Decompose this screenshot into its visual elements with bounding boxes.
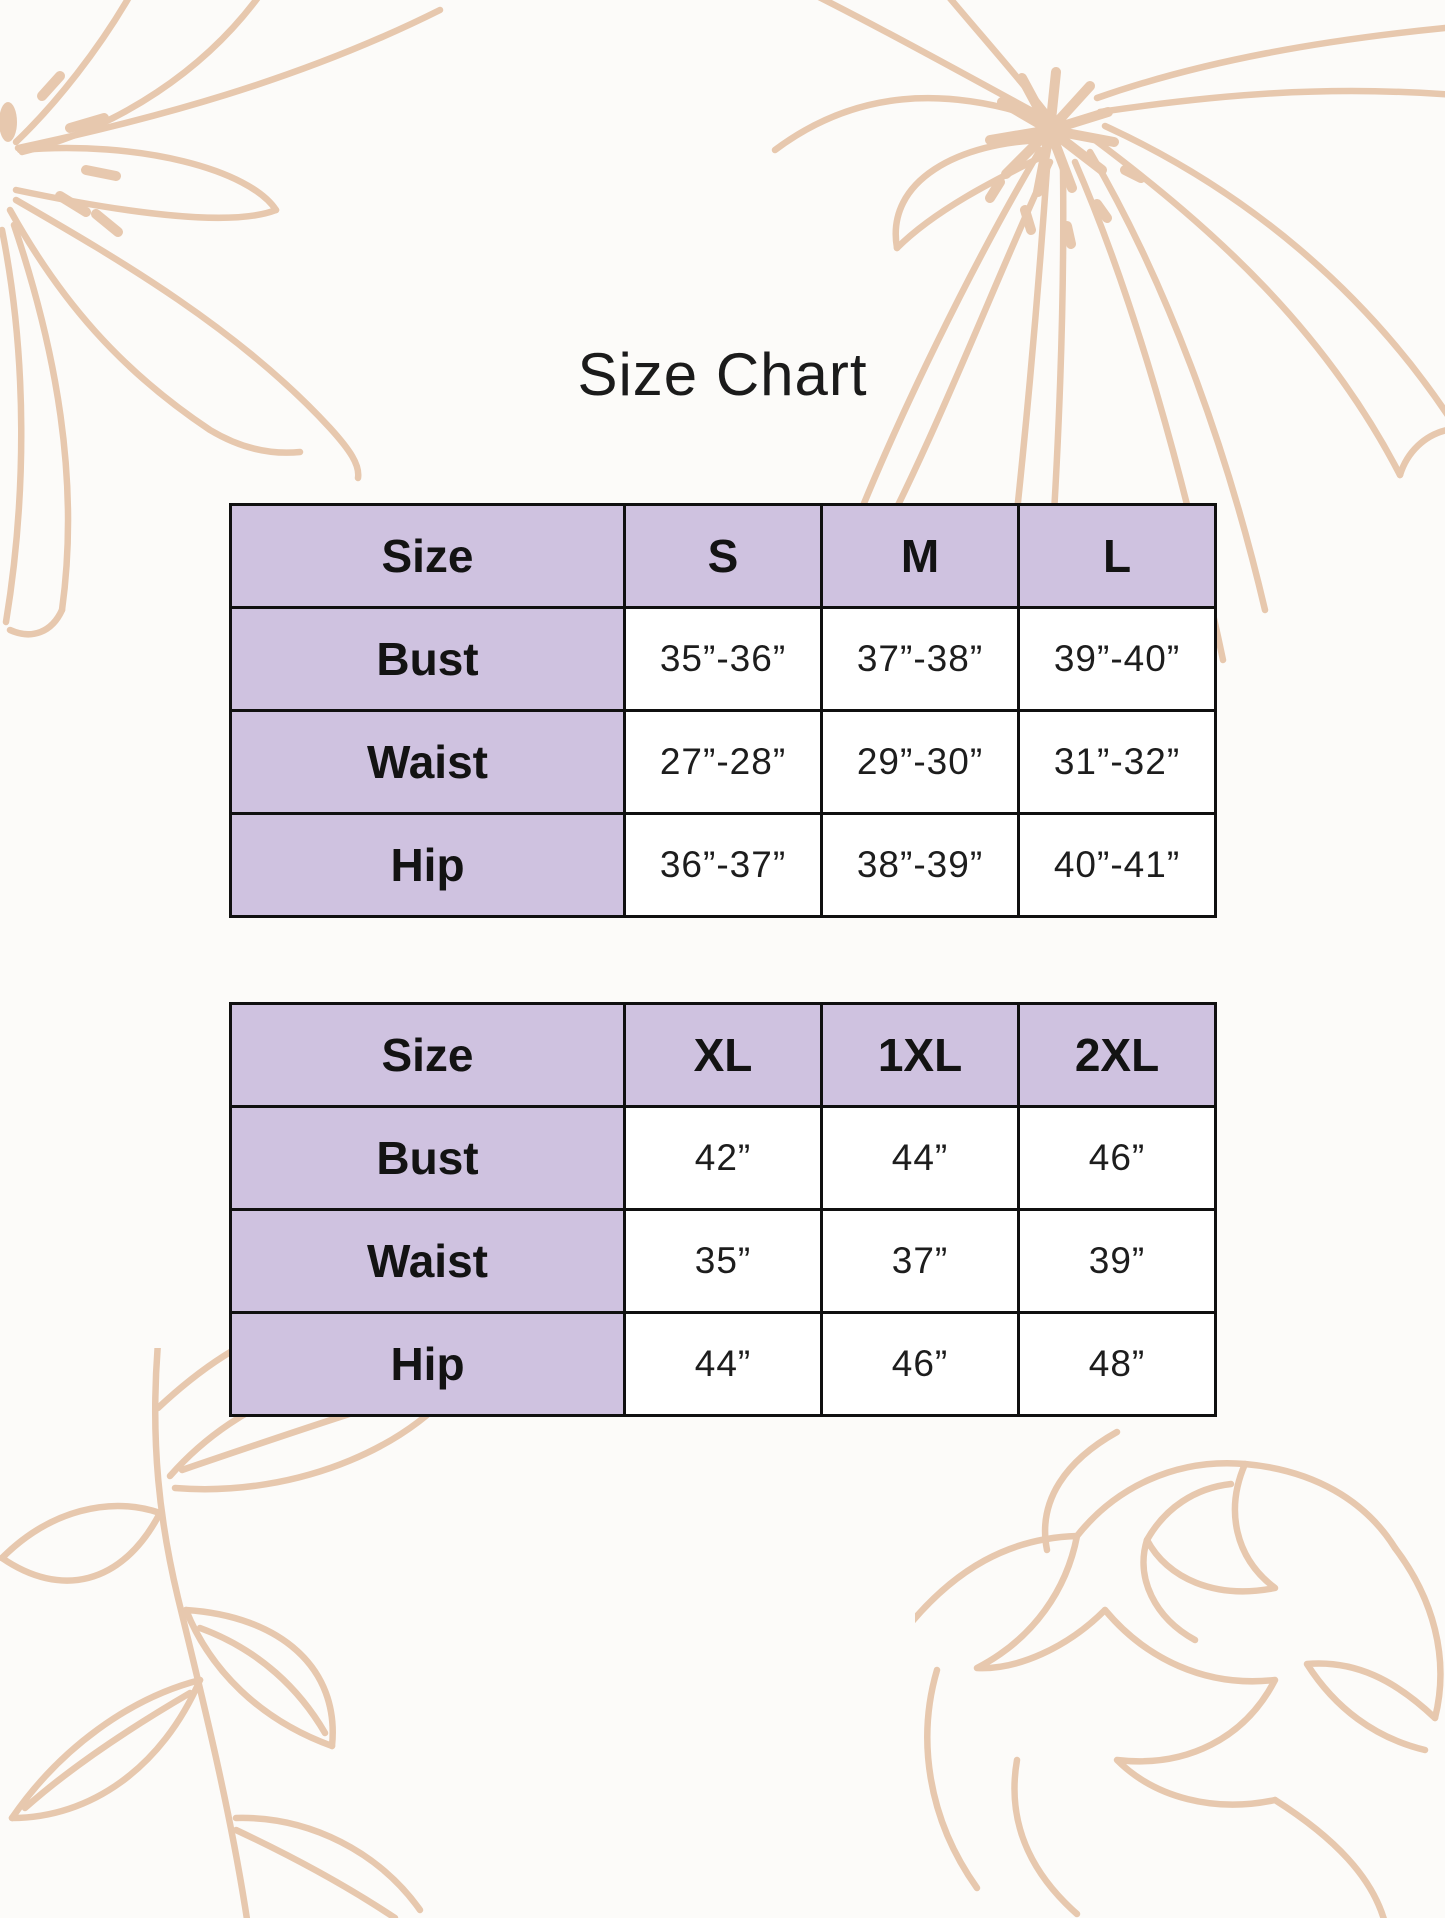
table-row-bust: Bust 42” 44” 46” bbox=[229, 1105, 1217, 1211]
cell-waist-xl: 35” bbox=[623, 1208, 823, 1314]
cell-bust-2xl: 46” bbox=[1017, 1105, 1217, 1211]
cell-bust-xl: 42” bbox=[623, 1105, 823, 1211]
table-header-row: Size S M L bbox=[229, 503, 1217, 609]
row-label-bust: Bust bbox=[229, 1105, 626, 1211]
rose-bottom-right-illustration bbox=[915, 1428, 1444, 1918]
cell-waist-2xl: 39” bbox=[1017, 1208, 1217, 1314]
page-title: Size Chart bbox=[577, 341, 868, 408]
header-cell-size: Size bbox=[229, 503, 626, 609]
header-cell-2xl: 2XL bbox=[1017, 1002, 1217, 1108]
branch-bottom-left-illustration bbox=[0, 1348, 469, 1918]
row-label-waist: Waist bbox=[229, 709, 626, 815]
cell-waist-m: 29”-30” bbox=[820, 709, 1020, 815]
row-label-hip: Hip bbox=[229, 1311, 626, 1417]
cell-hip-2xl: 48” bbox=[1017, 1311, 1217, 1417]
cell-bust-l: 39”-40” bbox=[1017, 606, 1217, 712]
size-table-xl: Size XL 1XL 2XL Bust 42” 44” 46” Waist 3… bbox=[229, 1002, 1217, 1417]
row-label-waist: Waist bbox=[229, 1208, 626, 1314]
header-cell-m: M bbox=[820, 503, 1020, 609]
header-cell-xl: XL bbox=[623, 1002, 823, 1108]
table-row-waist: Waist 35” 37” 39” bbox=[229, 1208, 1217, 1314]
cell-waist-s: 27”-28” bbox=[623, 709, 823, 815]
cell-bust-1xl: 44” bbox=[820, 1105, 1020, 1211]
cell-waist-l: 31”-32” bbox=[1017, 709, 1217, 815]
cell-hip-xl: 44” bbox=[623, 1311, 823, 1417]
cell-hip-1xl: 46” bbox=[820, 1311, 1020, 1417]
cell-bust-m: 37”-38” bbox=[820, 606, 1020, 712]
header-cell-size: Size bbox=[229, 1002, 626, 1108]
cell-hip-s: 36”-37” bbox=[623, 812, 823, 918]
row-label-hip: Hip bbox=[229, 812, 626, 918]
cell-bust-s: 35”-36” bbox=[623, 606, 823, 712]
row-label-bust: Bust bbox=[229, 606, 626, 712]
size-table-sml: Size S M L Bust 35”-36” 37”-38” 39”-40” … bbox=[229, 503, 1217, 918]
table-header-row: Size XL 1XL 2XL bbox=[229, 1002, 1217, 1108]
cell-hip-m: 38”-39” bbox=[820, 812, 1020, 918]
table-row-waist: Waist 27”-28” 29”-30” 31”-32” bbox=[229, 709, 1217, 815]
cell-waist-1xl: 37” bbox=[820, 1208, 1020, 1314]
header-cell-l: L bbox=[1017, 503, 1217, 609]
table-row-bust: Bust 35”-36” 37”-38” 39”-40” bbox=[229, 606, 1217, 712]
table-row-hip: Hip 44” 46” 48” bbox=[229, 1311, 1217, 1417]
header-cell-1xl: 1XL bbox=[820, 1002, 1020, 1108]
header-cell-s: S bbox=[623, 503, 823, 609]
cell-hip-l: 40”-41” bbox=[1017, 812, 1217, 918]
table-row-hip: Hip 36”-37” 38”-39” 40”-41” bbox=[229, 812, 1217, 918]
